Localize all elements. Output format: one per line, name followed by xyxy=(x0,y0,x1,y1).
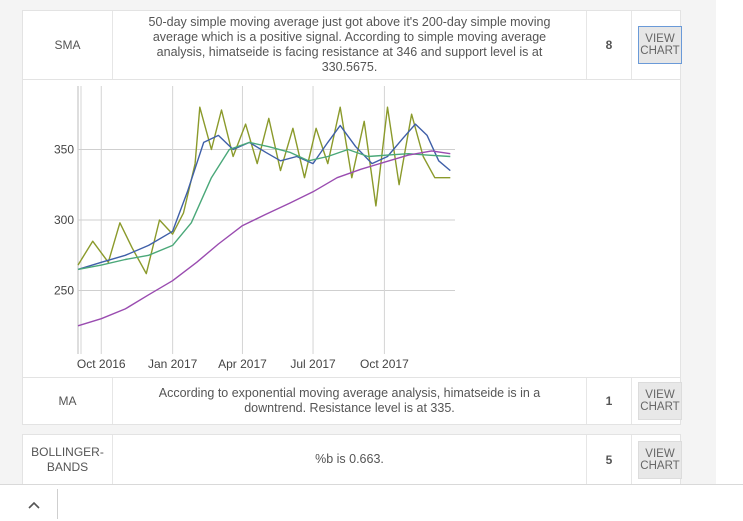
x-tick-label: Oct 2017 xyxy=(360,357,409,371)
indicator-score: 5 xyxy=(587,435,632,484)
indicator-name: SMA xyxy=(23,11,113,79)
indicator-score: 8 xyxy=(587,11,632,79)
x-tick-label: Jan 2017 xyxy=(148,357,198,371)
bottom-toolbar xyxy=(0,484,743,521)
chart-y-axis: 250 300 350 xyxy=(54,142,74,297)
indicator-name: BOLLINGER-BANDS xyxy=(23,435,113,484)
indicator-row-ma: MA According to exponential moving avera… xyxy=(22,377,682,425)
series-line-2 xyxy=(77,123,451,271)
y-tick-label: 300 xyxy=(54,213,74,227)
series-line-3 xyxy=(77,141,451,271)
indicator-description: According to exponential moving average … xyxy=(113,378,587,424)
view-chart-button-bollinger-bands[interactable]: VIEW CHART xyxy=(638,440,682,479)
scrollbar-track[interactable] xyxy=(716,0,743,484)
series-line-1 xyxy=(77,106,451,275)
sma-line-chart: Oct 2016 Jan 2017 Apr 2017 Jul 2017 Oct 2017… xyxy=(54,86,455,371)
indicator-description: 50-day simple moving average just got ab… xyxy=(113,11,587,79)
x-tick-label: Oct 2016 xyxy=(77,357,126,371)
y-tick-label: 350 xyxy=(54,142,74,156)
x-tick-label: Jul 2017 xyxy=(290,357,336,371)
chart-series xyxy=(77,106,451,327)
indicator-row-bollinger-bands: BOLLINGER-BANDS %b is 0.663. 5 VIEW CHAR… xyxy=(22,434,682,484)
chart-x-axis: Oct 2016 Jan 2017 Apr 2017 Jul 2017 Oct 2017 xyxy=(77,357,409,371)
sma-chart-panel: Oct 2016 Jan 2017 Apr 2017 Jul 2017 Oct 2017… xyxy=(22,80,681,377)
view-chart-button-ma[interactable]: VIEW CHART xyxy=(638,382,682,420)
indicator-name: MA xyxy=(23,378,113,424)
toolbar-divider xyxy=(57,489,58,519)
chevron-up-icon xyxy=(28,501,40,509)
indicator-row-sma: SMA 50-day simple moving average just go… xyxy=(22,10,682,80)
indicator-description: %b is 0.663. xyxy=(113,435,587,484)
series-line-4 xyxy=(77,150,451,327)
indicator-score: 1 xyxy=(587,378,632,424)
y-tick-label: 250 xyxy=(54,284,74,298)
x-tick-label: Apr 2017 xyxy=(218,357,267,371)
collapse-button[interactable] xyxy=(20,491,48,519)
view-chart-button-sma[interactable]: VIEW CHART xyxy=(638,26,682,64)
